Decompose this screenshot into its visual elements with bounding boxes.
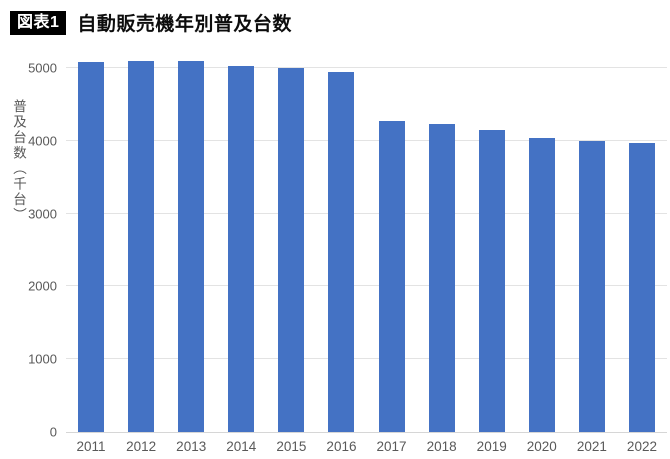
figure-title: 自動販売機年別普及台数 [77, 14, 292, 35]
plot-area: 0 1000 2000 3000 4000 5000 2011 2012 2013 2014 201… [28, 50, 667, 454]
gridline [66, 358, 667, 360]
bar-2014 [228, 65, 255, 432]
bar-2020 [528, 137, 555, 432]
x-tick-label: 2016 [326, 439, 357, 454]
bar-2022 [628, 143, 655, 432]
gridline [66, 67, 667, 69]
x-tick-label: 2019 [476, 439, 507, 454]
bar-2018 [428, 123, 455, 432]
x-tick-label: 2013 [176, 439, 207, 454]
bar-2011 [78, 62, 105, 432]
y-tick-label: 0 [49, 424, 57, 440]
bar-2012 [128, 61, 155, 432]
bar-2019 [478, 130, 505, 432]
figure-header: 図表1 自動販売機年別普及台数 [10, 9, 292, 36]
x-tick-label: 2021 [576, 439, 607, 454]
x-tick-label: 2012 [126, 439, 157, 454]
x-tick-label: 2018 [426, 439, 457, 454]
bar-2013 [178, 61, 205, 432]
y-tick-label: 4000 [28, 133, 57, 149]
x-tick-label: 2017 [376, 439, 407, 454]
x-tick-label: 2011 [76, 439, 106, 454]
y-tick-label: 3000 [28, 206, 57, 222]
gridline [66, 212, 667, 214]
gridline [66, 285, 667, 287]
y-tick-label: 2000 [28, 278, 57, 294]
gridline [66, 139, 667, 141]
bar-2017 [378, 121, 405, 432]
bar-2015 [278, 68, 305, 432]
y-tick-label: 5000 [28, 60, 57, 76]
x-tick-label: 2020 [526, 439, 557, 454]
figure-badge: 図表1 [10, 10, 67, 35]
x-tick-label: 2022 [626, 439, 657, 454]
x-tick-label: 2014 [226, 439, 257, 454]
bar-2016 [328, 72, 355, 432]
bar-2021 [578, 140, 605, 432]
x-tick-label: 2015 [276, 439, 307, 454]
y-axis-title: 普及台数（千台） [11, 99, 26, 223]
y-tick-label: 1000 [28, 351, 57, 367]
